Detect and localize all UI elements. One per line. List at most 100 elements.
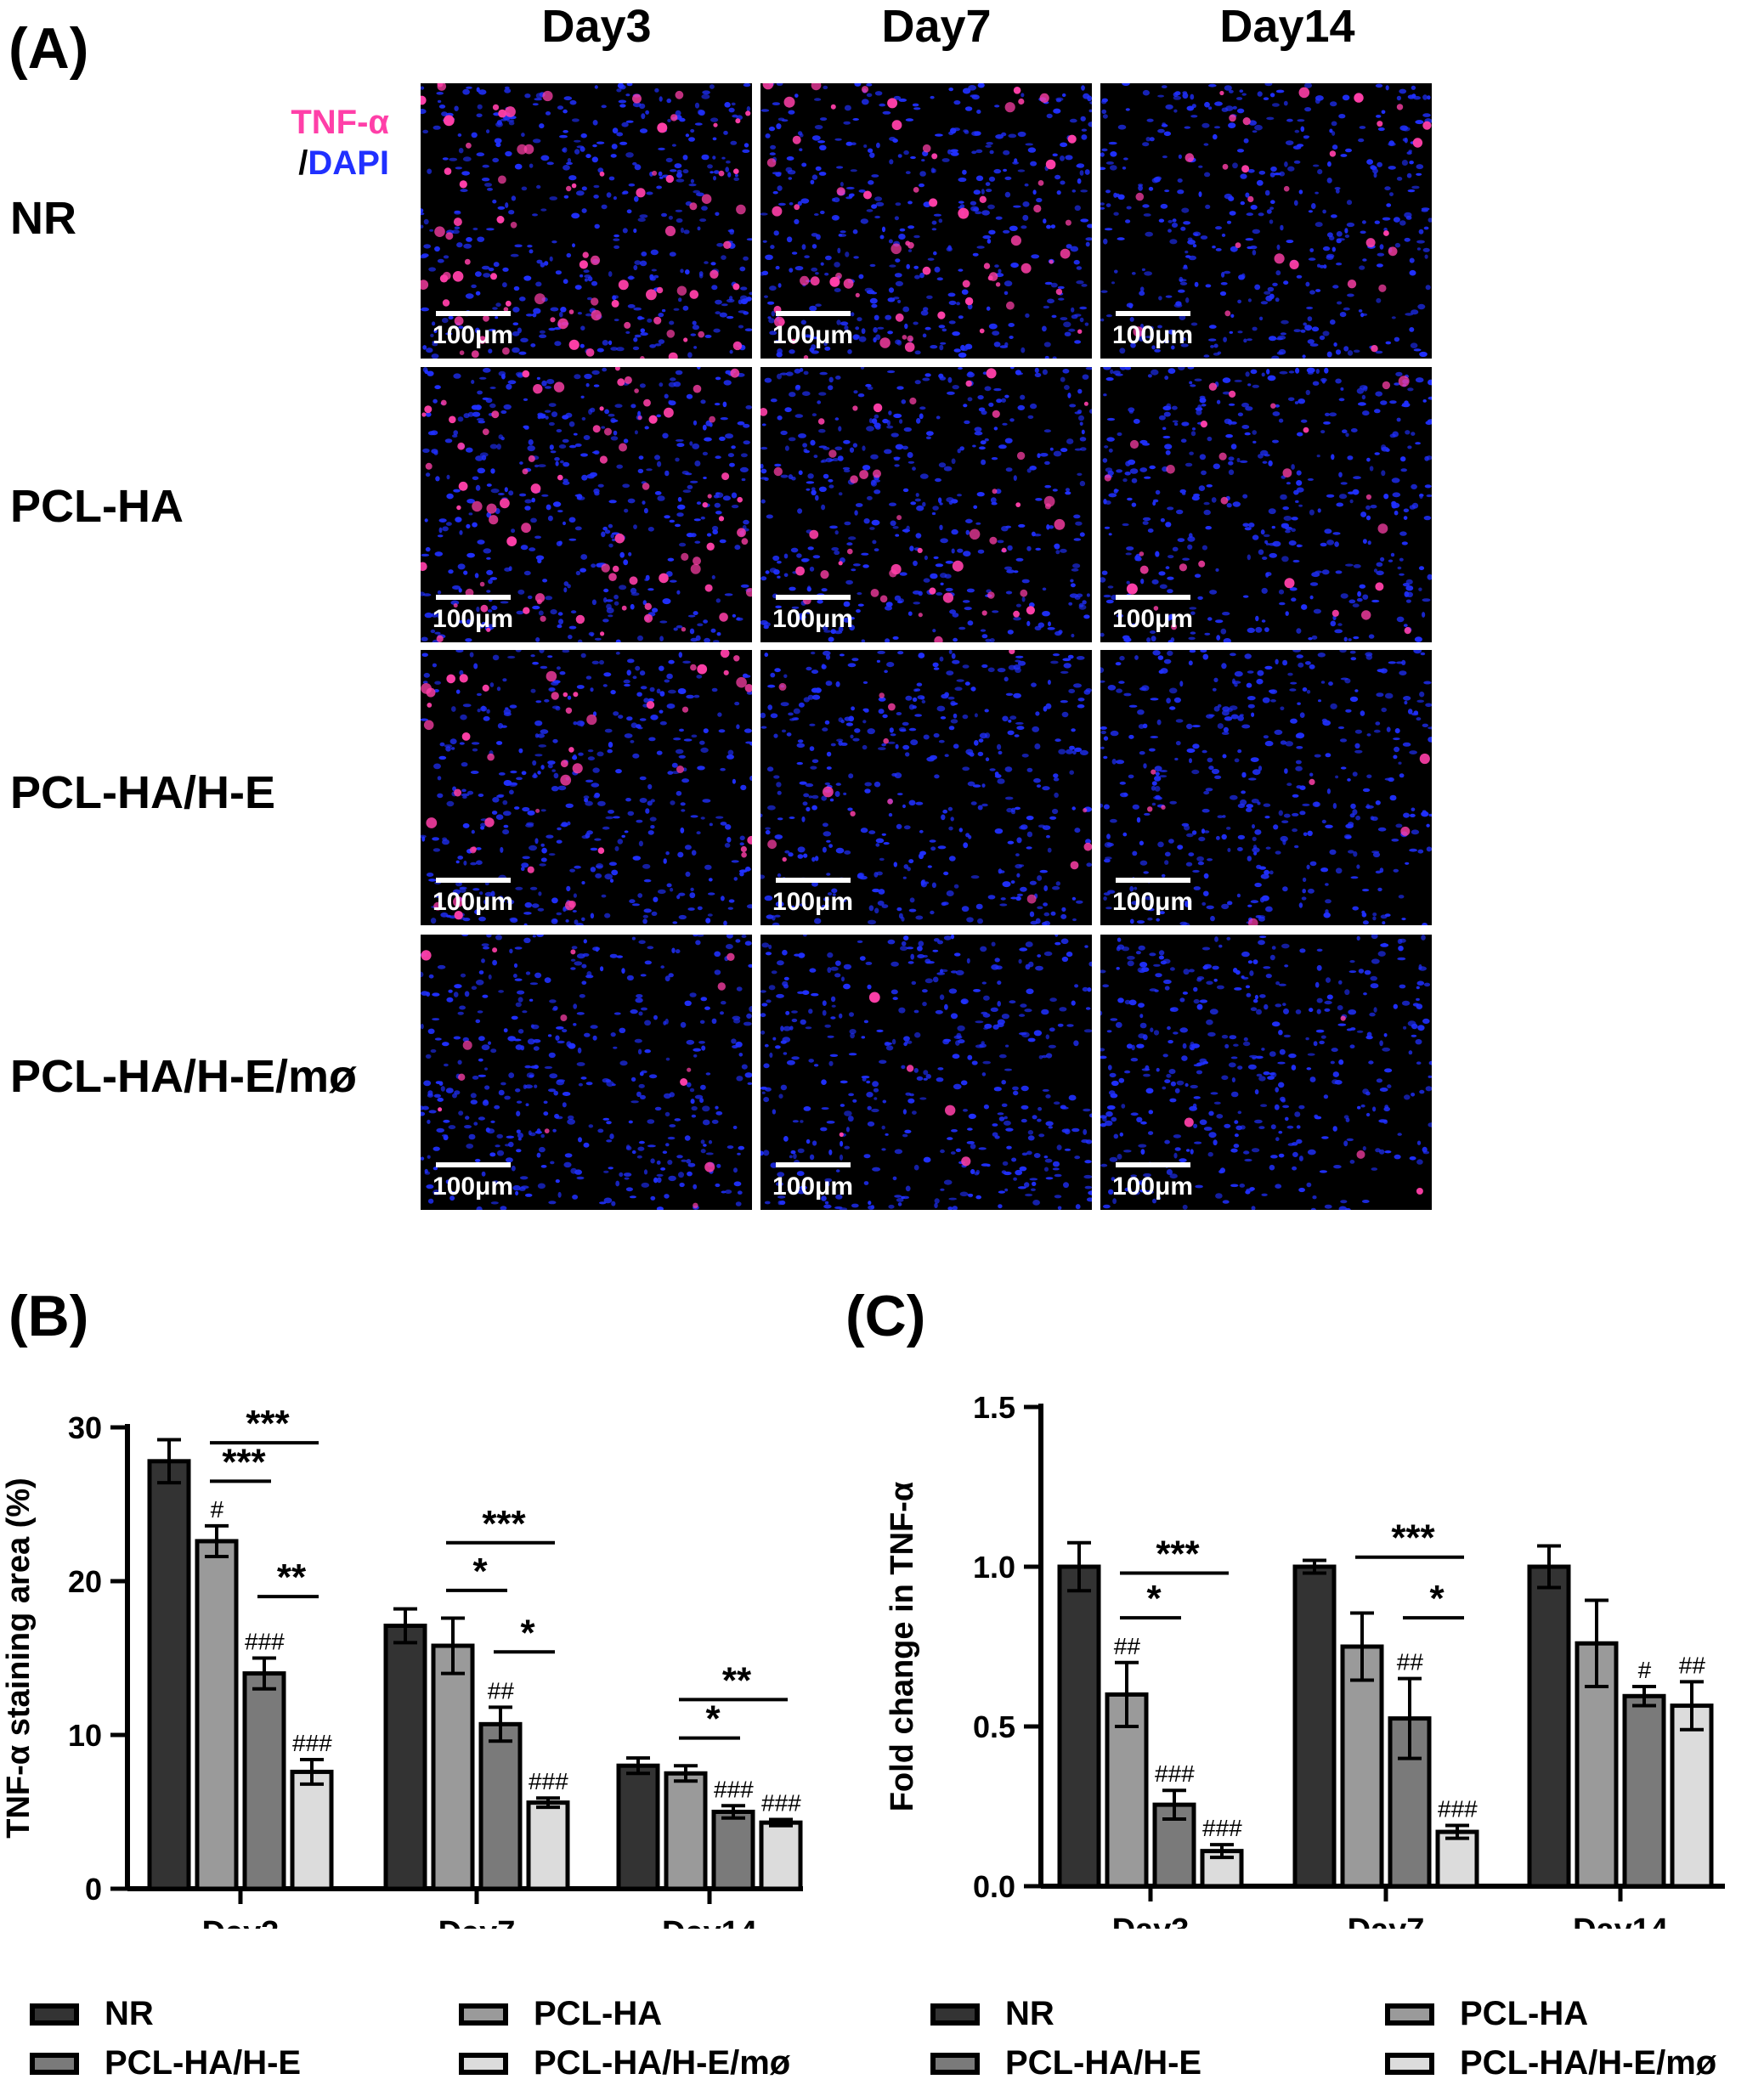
panel-a-label: (A) xyxy=(8,16,89,81)
micrograph-image xyxy=(1100,83,1432,359)
scale-bar-label: 100μm xyxy=(772,321,854,349)
significance-stars: *** xyxy=(222,1441,266,1483)
scale-bar-label: 100μm xyxy=(1112,321,1194,349)
bar xyxy=(1340,1644,1384,1889)
micrograph-tile: 100μm xyxy=(1100,367,1432,642)
significance-stars: *** xyxy=(482,1503,526,1545)
micrograph-image xyxy=(760,83,1092,359)
hash-annotation: # xyxy=(1637,1657,1651,1683)
micrograph-tile: 100μm xyxy=(421,650,752,925)
legend-label: PCL-HA/H-E/mø xyxy=(1460,2044,1717,2082)
hash-annotation: ### xyxy=(761,1790,801,1817)
significance-stars: *** xyxy=(246,1403,290,1444)
micrograph-image xyxy=(1100,367,1432,642)
legend-label: PCL-HA/H-E xyxy=(105,2044,302,2082)
micrograph-image xyxy=(421,367,752,642)
significance-stars: *** xyxy=(1156,1534,1200,1575)
hash-annotation: ### xyxy=(1202,1815,1242,1841)
bar xyxy=(526,1800,570,1891)
legend-label: PCL-HA/H-E/mø xyxy=(534,2044,791,2082)
micrograph-tile: 100μm xyxy=(421,83,752,359)
x-tick-label: Day3 xyxy=(1112,1913,1190,1929)
significance-stars: *** xyxy=(1391,1517,1435,1559)
micrograph-image xyxy=(1100,935,1432,1210)
scale-bar xyxy=(776,595,851,600)
y-tick-label: 1.0 xyxy=(973,1550,1015,1585)
y-axis-label: Fold change in TNF-α xyxy=(885,1482,920,1812)
scale-bar xyxy=(776,311,851,316)
micrograph-image xyxy=(421,83,752,359)
bar xyxy=(242,1671,286,1891)
legend-b-item-nr: NR xyxy=(30,1995,154,2033)
y-tick-label: 0.0 xyxy=(973,1869,1015,1904)
micrograph-image xyxy=(760,367,1092,642)
scale-bar xyxy=(776,1162,851,1167)
micrograph-tile: 100μm xyxy=(1100,83,1432,359)
hash-annotation: ### xyxy=(292,1730,332,1756)
scale-bar-label: 100μm xyxy=(772,888,854,916)
bar xyxy=(478,1721,523,1891)
hash-annotation: ## xyxy=(1396,1649,1423,1675)
y-tick-label: 0.5 xyxy=(973,1709,1015,1744)
bar xyxy=(616,1763,660,1891)
micrograph-image xyxy=(760,935,1092,1210)
micrograph-image xyxy=(1100,650,1432,925)
scale-bar-label: 100μm xyxy=(433,1172,514,1201)
bar xyxy=(1152,1802,1196,1889)
scale-bar xyxy=(436,1162,511,1167)
x-tick-label: Day14 xyxy=(1573,1913,1668,1929)
legend-swatch xyxy=(30,2003,79,2026)
hash-annotation: ### xyxy=(714,1776,754,1802)
significance-stars: * xyxy=(520,1612,535,1653)
bar xyxy=(1575,1641,1619,1889)
micrograph-tile: 100μm xyxy=(760,83,1092,359)
micrograph-image xyxy=(760,650,1092,925)
legend-c-item-pcl-ha-he-mo: PCL-HA/H-E/mø xyxy=(1385,2044,1716,2082)
legend-c-item-pcl-ha: PCL-HA xyxy=(1385,1995,1588,2033)
bar xyxy=(1292,1564,1337,1889)
scale-bar xyxy=(1116,878,1190,883)
hash-annotation: ### xyxy=(1438,1796,1478,1822)
scale-bar-label: 100μm xyxy=(1112,605,1194,633)
legend-label: PCL-HA/H-E xyxy=(1005,2044,1202,2082)
scale-bar xyxy=(436,311,511,316)
chart-b: TNF-α staining area (%) 0 10 20 30 Day3 Day7 Da… xyxy=(1,1403,803,1929)
micrograph-tile: 100μm xyxy=(421,935,752,1210)
hash-annotation: ### xyxy=(245,1629,285,1655)
legend-label: NR xyxy=(105,1995,154,2032)
legend-b-item-pcl-ha: PCL-HA xyxy=(459,1995,662,2033)
legend-swatch xyxy=(459,2052,508,2075)
micrograph-tile: 100μm xyxy=(760,650,1092,925)
micrograph-image xyxy=(421,650,752,925)
micrograph-tile: 100μm xyxy=(760,367,1092,642)
x-tick-label: Day14 xyxy=(662,1915,757,1929)
significance-stars: * xyxy=(705,1698,721,1740)
scale-bar-label: 100μm xyxy=(772,605,854,633)
bar xyxy=(147,1459,191,1891)
bar xyxy=(1622,1693,1666,1889)
x-tick-label: Day7 xyxy=(1348,1913,1425,1929)
significance-stars: * xyxy=(472,1551,488,1592)
legend-label: PCL-HA xyxy=(534,1995,663,2032)
bar xyxy=(664,1771,708,1891)
significance-stars: ** xyxy=(722,1659,752,1701)
hash-annotation: # xyxy=(210,1496,223,1523)
scale-bar xyxy=(1116,311,1190,316)
bar xyxy=(431,1643,475,1891)
x-tick-label: Day7 xyxy=(438,1915,516,1929)
legend-label: PCL-HA xyxy=(1460,1995,1589,2032)
row-header-pcl-ha: PCL-HA xyxy=(10,481,184,532)
micrograph-tile: 100μm xyxy=(1100,650,1432,925)
y-tick-label: 0 xyxy=(85,1872,102,1907)
bar xyxy=(759,1820,803,1891)
bar xyxy=(383,1623,427,1891)
scale-bar-label: 100μm xyxy=(1112,888,1194,916)
legend-b-item-pcl-ha-he: PCL-HA/H-E xyxy=(30,2044,301,2082)
stain-legend: TNF-α /DAPI xyxy=(270,102,389,184)
bar xyxy=(1200,1849,1244,1889)
y-axis-label: TNF-α staining area (%) xyxy=(1,1478,37,1839)
scale-bar xyxy=(776,878,851,883)
scale-bar xyxy=(1116,595,1190,600)
micrograph-tile: 100μm xyxy=(1100,935,1432,1210)
hash-annotation: ### xyxy=(529,1768,568,1794)
